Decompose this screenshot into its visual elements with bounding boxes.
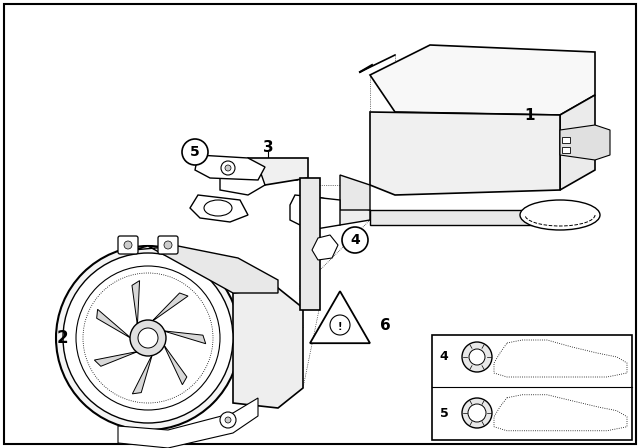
- Ellipse shape: [520, 200, 600, 230]
- Polygon shape: [370, 112, 560, 195]
- Polygon shape: [220, 165, 265, 195]
- Circle shape: [164, 241, 172, 249]
- Polygon shape: [190, 195, 248, 222]
- Polygon shape: [310, 195, 370, 225]
- Circle shape: [76, 266, 220, 410]
- Polygon shape: [132, 280, 140, 323]
- Polygon shape: [290, 195, 340, 230]
- Polygon shape: [97, 309, 130, 338]
- Circle shape: [182, 139, 208, 165]
- Polygon shape: [164, 331, 205, 344]
- Text: 4: 4: [350, 233, 360, 247]
- Polygon shape: [233, 288, 303, 408]
- Circle shape: [56, 246, 240, 430]
- Polygon shape: [370, 210, 560, 225]
- Polygon shape: [132, 356, 152, 394]
- Circle shape: [63, 253, 233, 423]
- Circle shape: [220, 412, 236, 428]
- Text: 3: 3: [262, 141, 273, 155]
- FancyBboxPatch shape: [562, 147, 570, 153]
- Circle shape: [138, 328, 158, 348]
- Polygon shape: [153, 293, 188, 321]
- Polygon shape: [300, 178, 320, 310]
- Ellipse shape: [204, 200, 232, 216]
- Polygon shape: [340, 175, 370, 210]
- Polygon shape: [248, 158, 308, 185]
- Text: 4: 4: [440, 350, 449, 363]
- Circle shape: [469, 349, 485, 365]
- Polygon shape: [164, 345, 187, 385]
- Text: 2: 2: [56, 329, 68, 347]
- Polygon shape: [560, 125, 610, 160]
- FancyBboxPatch shape: [118, 236, 138, 254]
- Polygon shape: [560, 95, 595, 190]
- Polygon shape: [195, 155, 265, 180]
- FancyBboxPatch shape: [158, 236, 178, 254]
- Text: 5: 5: [440, 407, 449, 420]
- Text: 1: 1: [525, 108, 535, 122]
- Circle shape: [462, 342, 492, 372]
- Text: 5: 5: [190, 145, 200, 159]
- Polygon shape: [94, 352, 137, 366]
- Circle shape: [124, 241, 132, 249]
- Circle shape: [221, 161, 235, 175]
- Circle shape: [130, 320, 166, 356]
- FancyBboxPatch shape: [562, 137, 570, 143]
- FancyBboxPatch shape: [432, 335, 632, 440]
- Polygon shape: [133, 246, 278, 293]
- Polygon shape: [118, 398, 258, 448]
- Text: !: !: [338, 322, 342, 332]
- Text: 6: 6: [380, 318, 390, 332]
- Polygon shape: [310, 291, 370, 343]
- Polygon shape: [312, 235, 338, 260]
- Circle shape: [342, 227, 368, 253]
- FancyBboxPatch shape: [4, 4, 636, 444]
- Polygon shape: [370, 45, 595, 115]
- Circle shape: [462, 398, 492, 428]
- Circle shape: [225, 165, 231, 171]
- Circle shape: [468, 404, 486, 422]
- Circle shape: [225, 417, 231, 423]
